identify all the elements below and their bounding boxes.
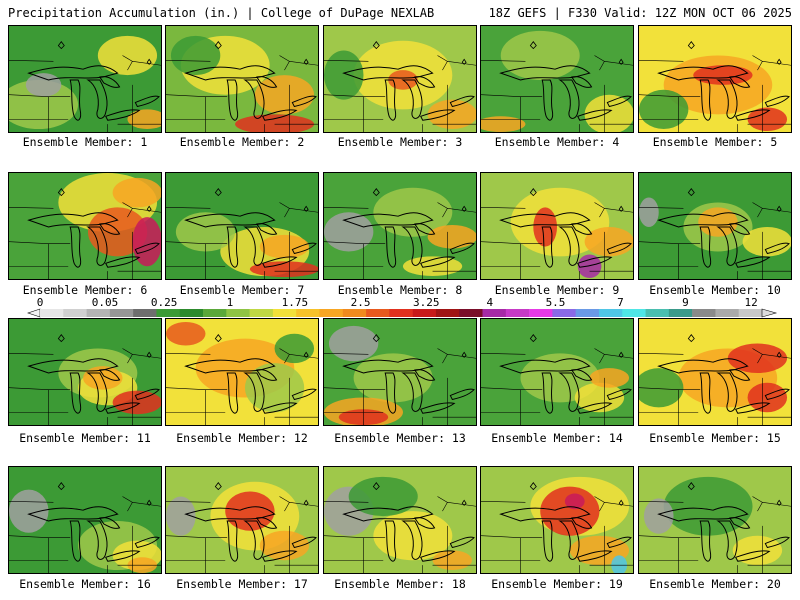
member-map-7: [165, 172, 319, 280]
colorbar-tick-label: 9: [682, 296, 689, 309]
colorbar-tick-label: 4: [486, 296, 494, 309]
colorbar-swatch: [366, 309, 390, 317]
member-caption: Ensemble Member: 5: [652, 135, 778, 149]
member-map-12: [165, 318, 319, 426]
colorbar-swatch: [249, 309, 274, 317]
colorbar-tick-label: 2.5: [350, 296, 371, 309]
colorbar-low-arrow: [27, 308, 41, 318]
colorbar-swatch: [645, 309, 670, 317]
colorbar-tick-label: 0.25: [150, 296, 178, 309]
colorbar-swatch: [552, 309, 576, 317]
member-caption: Ensemble Member: 10: [649, 283, 781, 297]
colorbar-tick-label: 12: [744, 296, 758, 309]
member-map-4: [480, 25, 634, 133]
colorbar-tick-label: 0: [36, 296, 44, 309]
member-map-18: [323, 466, 477, 574]
colorbar-swatch: [575, 309, 600, 317]
colorbar-labels: 0 0.05 0.25 1 1.75 2.5 3.25 4 5.5 7 9 12: [0, 296, 800, 309]
colorbar-swatch: [179, 309, 204, 317]
member-caption: Ensemble Member: 3: [337, 135, 463, 149]
colorbar-tick-label: 7: [617, 296, 624, 309]
colorbar-swatch: [715, 309, 740, 317]
colorbar-swatch: [459, 309, 483, 317]
colorbar-swatch: [296, 309, 320, 317]
member-caption: Ensemble Member: 12: [176, 431, 308, 445]
member-caption: Ensemble Member: 18: [334, 577, 466, 591]
colorbar-tick-label: 1: [226, 296, 234, 309]
colorbar-swatch: [109, 309, 134, 317]
colorbar-swatch: [40, 309, 64, 317]
map-title: Precipitation Accumulation (in.) | Colle…: [8, 6, 435, 20]
colorbar-swatch: [133, 309, 157, 317]
member-caption: Ensemble Member: 11: [19, 431, 151, 445]
colorbar-tick-label: 3.25: [413, 296, 440, 309]
colorbar-high-arrow: [761, 308, 778, 318]
colorbar-swatch: [738, 309, 763, 317]
member-caption: Ensemble Member: 19: [491, 577, 623, 591]
colorbar-swatch: [272, 309, 297, 317]
colorbar-swatch: [226, 309, 250, 317]
member-map-5: [638, 25, 792, 133]
member-map-10: [638, 172, 792, 280]
colorbar-swatch: [203, 309, 227, 317]
member-caption: Ensemble Member: 13: [334, 431, 466, 445]
colorbar-swatch: [482, 309, 507, 317]
colorbar-swatch: [389, 309, 413, 317]
member-map-1: [8, 25, 162, 133]
member-caption: Ensemble Member: 20: [649, 577, 781, 591]
member-caption: Ensemble Member: 8: [337, 283, 463, 297]
member-caption: Ensemble Member: 14: [491, 431, 623, 445]
member-map-9: [480, 172, 634, 280]
member-map-19: [480, 466, 634, 574]
member-caption: Ensemble Member: 17: [176, 577, 308, 591]
member-caption: Ensemble Member: 7: [179, 283, 305, 297]
member-map-2: [165, 25, 319, 133]
member-map-16: [8, 466, 162, 574]
colorbar-swatch: [319, 309, 344, 317]
member-caption: Ensemble Member: 1: [22, 135, 148, 149]
colorbar-swatch: [342, 309, 367, 317]
member-map-8: [323, 172, 477, 280]
member-caption: Ensemble Member: 9: [494, 283, 620, 297]
colorbar-swatch: [156, 309, 181, 317]
colorbar-swatch: [86, 309, 111, 317]
colorbar: [27, 308, 778, 318]
colorbar-swatch: [692, 309, 716, 317]
member-map-20: [638, 466, 792, 574]
run-info: 18Z GEFS | F330 Valid: 12Z MON OCT 06 20…: [488, 6, 792, 20]
colorbar-tick-label: 5.5: [545, 296, 566, 309]
member-caption: Ensemble Member: 15: [649, 431, 781, 445]
colorbar-swatch: [668, 309, 693, 317]
member-map-13: [323, 318, 477, 426]
colorbar-swatch: [412, 309, 437, 317]
member-caption: Ensemble Member: 4: [494, 135, 620, 149]
colorbar-swatch: [435, 309, 460, 317]
member-map-11: [8, 318, 162, 426]
colorbar-tick-label: 1.75: [281, 296, 309, 309]
colorbar-swatch: [598, 309, 623, 317]
colorbar-swatch: [622, 309, 646, 317]
member-caption: Ensemble Member: 6: [22, 283, 148, 297]
member-map-14: [480, 318, 634, 426]
colorbar-tick-label: 0.05: [91, 296, 119, 309]
member-caption: Ensemble Member: 2: [179, 135, 305, 149]
colorbar-swatch: [63, 309, 87, 317]
member-map-15: [638, 318, 792, 426]
member-map-6: [8, 172, 162, 280]
colorbar-swatch: [505, 309, 530, 317]
colorbar-swatch: [529, 309, 553, 317]
member-map-3: [323, 25, 477, 133]
member-map-17: [165, 466, 319, 574]
member-caption: Ensemble Member: 16: [19, 577, 151, 591]
